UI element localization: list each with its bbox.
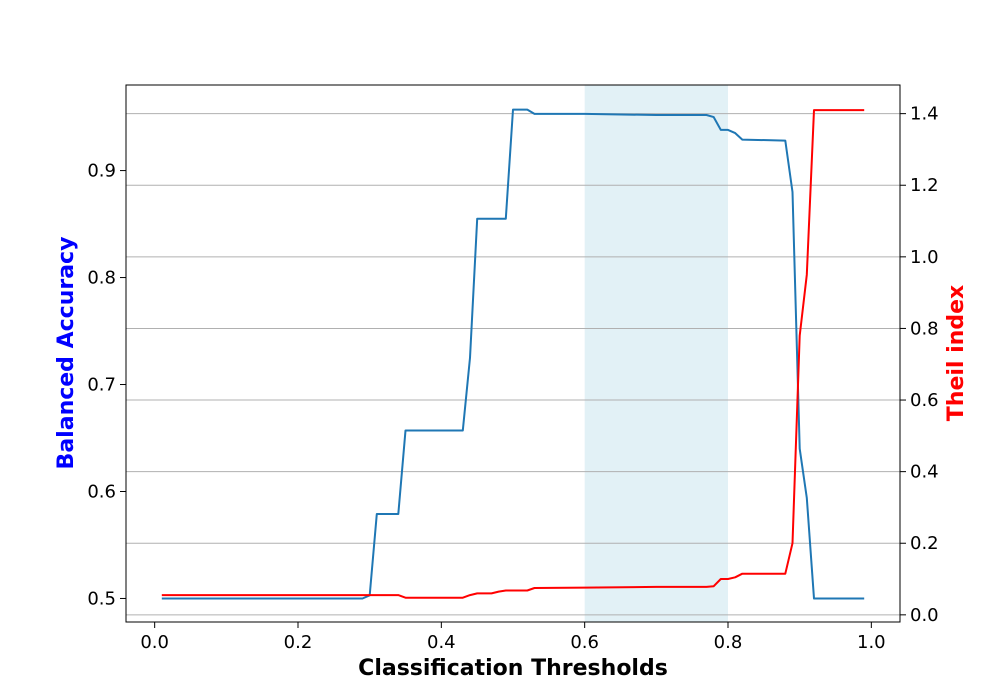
left-y-tick-label: 0.8 [87, 268, 116, 289]
right-y-axis: 0.0 0.2 0.4 0.6 0.8 1.0 1.2 1.4 [900, 104, 939, 626]
left-y-tick-label: 0.7 [87, 375, 116, 396]
right-y-tick-label: 1.4 [910, 104, 939, 125]
x-tick-label: 0.4 [427, 632, 456, 653]
x-axis: 0.0 0.2 0.4 0.6 0.8 1.0 [140, 622, 886, 653]
right-y-tick-label: 0.2 [910, 533, 939, 554]
x-tick-label: 1.0 [857, 632, 886, 653]
left-y-axis-title: Balanced Accuracy [54, 237, 79, 470]
left-y-tick-label: 0.9 [87, 161, 116, 182]
plot-frame [125, 84, 901, 623]
right-y-tick-label: 0.4 [910, 462, 939, 483]
highlight-region [584, 85, 728, 622]
left-y-axis: 0.5 0.6 0.7 0.8 0.9 [87, 161, 126, 609]
x-tick-label: 0.2 [284, 632, 313, 653]
right-y-tick-label: 1.2 [910, 175, 939, 196]
right-y-tick-label: 0.8 [910, 318, 939, 339]
left-y-tick-label: 0.5 [87, 588, 116, 609]
right-y-tick-label: 0.0 [910, 605, 939, 626]
theil-index-line [161, 109, 865, 599]
x-tick-label: 0.8 [714, 632, 743, 653]
balanced-accuracy-line [161, 108, 865, 600]
x-axis-title: Classification Thresholds [358, 656, 668, 681]
x-tick-label: 0.0 [140, 632, 169, 653]
right-y-tick-label: 1.0 [910, 247, 939, 268]
x-tick-label: 0.6 [570, 632, 599, 653]
right-y-axis-title: Theil index [944, 285, 969, 421]
grid-lines [126, 113, 900, 616]
left-y-tick-label: 0.6 [87, 481, 116, 502]
series-layer [161, 108, 865, 600]
right-y-tick-label: 0.6 [910, 390, 939, 411]
